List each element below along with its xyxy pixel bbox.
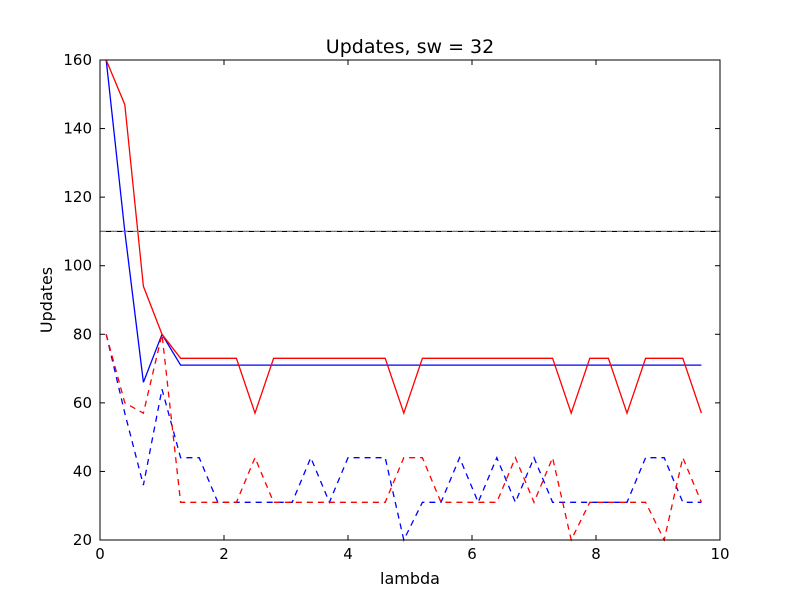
x-tick-label: 10 [710,545,729,563]
x-axis-label: lambda [380,569,440,588]
y-tick-label: 160 [63,51,92,69]
y-tick-label: 80 [73,325,92,343]
chart-title: Updates, sw = 32 [326,36,494,58]
x-tick-label: 0 [95,545,105,563]
series-line-4 [105,334,702,542]
y-tick-label: 40 [73,462,92,480]
y-tick-label: 120 [63,188,92,206]
plot-frame [99,59,721,541]
axis-ticks: 0 2 4 6 8 10 20 40 60 80 100 120 140 160 [63,51,729,563]
x-tick-label: 6 [467,545,477,563]
y-tick-label: 20 [73,531,92,549]
y-axis-label: Updates [37,267,56,333]
y-tick-label: 140 [63,120,92,138]
y-tick-label: 100 [63,257,92,275]
y-tick-label: 60 [73,394,92,412]
x-tick-label: 2 [219,545,229,563]
series-layer [105,59,703,542]
x-tick-label: 4 [343,545,353,563]
series-line-1 [105,59,702,383]
series-line-2 [105,59,703,416]
x-tick-label: 8 [591,545,601,563]
